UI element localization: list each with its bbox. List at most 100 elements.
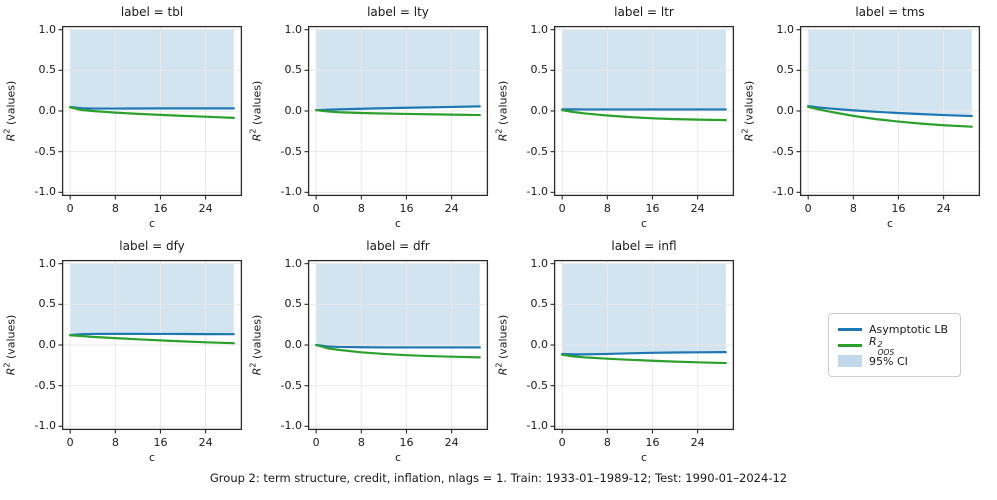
y-label-rest: (values) — [4, 314, 18, 363]
subplot-title: label = infl — [611, 239, 677, 253]
y-axis-label: R2 (values) — [249, 315, 264, 376]
y-tick-label: -1.0 — [526, 419, 548, 433]
y-tick-label: 0.5 — [530, 63, 549, 77]
subplot-title: label = tms — [855, 5, 925, 19]
x-tick-label: 24 — [444, 436, 459, 449]
x-tick-label: 24 — [936, 202, 951, 215]
x-tick-label: 16 — [399, 202, 414, 215]
subplot-tbl: label = tbl 1.0 0.5 0.0 -0.5 -1.0 0 8 16 24 R2 (va… — [0, 0, 244, 234]
y-label-rest: (values) — [4, 80, 18, 129]
y-tick-label: 1.0 — [284, 22, 303, 36]
y-label-base: R — [4, 133, 18, 142]
x-tick-label: 8 — [849, 202, 857, 215]
axes-frame — [61, 259, 243, 431]
y-label-sup: 2 — [494, 362, 504, 368]
x-axis-label: c — [640, 217, 648, 230]
y-tick-label: 1.0 — [38, 22, 57, 36]
y-label-rest: (values) — [250, 80, 264, 129]
asymptotic-lb-line — [315, 343, 481, 349]
green-line-swatch — [838, 343, 862, 347]
x-axis-label: c — [394, 217, 402, 230]
x-tick-label: 0 — [66, 436, 74, 449]
legend-label-math: R 2 OOS — [869, 334, 895, 358]
math-sup: 2 — [877, 339, 883, 349]
figure-caption: Group 2: term structure, credit, inflati… — [209, 471, 788, 485]
y-tick-label: -1.0 — [772, 185, 794, 199]
y-tick-label: -1.0 — [526, 185, 548, 199]
y-tick-label: 0.5 — [38, 63, 57, 77]
y-tick-label: 1.0 — [530, 22, 549, 36]
y-tick-label: -1.0 — [280, 419, 302, 433]
blue-line-swatch — [838, 327, 862, 331]
y-tick-label: -1.0 — [34, 185, 56, 199]
plot-area — [58, 259, 243, 434]
x-tick-label: 24 — [198, 202, 213, 215]
r2-oos-line — [69, 334, 235, 345]
axes-frame — [553, 25, 735, 197]
subplot-tms: label = tms 1.0 0.5 0.0 -0.5 -1.0 0 8 16 24 R2 (va… — [738, 0, 982, 234]
y-tick-label: 0.5 — [776, 63, 795, 77]
y-label-base: R — [496, 133, 510, 142]
x-tick-label: 24 — [690, 436, 705, 449]
y-label-sup: 2 — [2, 362, 12, 368]
y-axis-label: R2 (values) — [249, 81, 264, 142]
r2-oos-line — [807, 105, 973, 128]
x-tick-label: 8 — [111, 436, 119, 449]
subplot-title: label = tbl — [120, 5, 184, 19]
y-axis-label: R2 (values) — [3, 315, 18, 376]
asymptotic-lb-line — [561, 351, 727, 356]
y-label-sup: 2 — [2, 128, 12, 134]
x-axis-label: c — [148, 217, 156, 230]
y-tick-label: 0.0 — [284, 338, 303, 351]
asymptotic-lb-line — [69, 105, 235, 110]
x-axis-label: c — [394, 451, 402, 464]
y-label-sup: 2 — [248, 128, 258, 134]
x-tick-label: 16 — [645, 202, 660, 215]
y-tick-label: 1.0 — [530, 256, 549, 270]
ci-band — [70, 263, 234, 336]
axes-frame — [553, 259, 735, 431]
y-label-rest: (values) — [742, 80, 756, 129]
r2-oos-line — [315, 343, 481, 359]
plot-area — [304, 25, 489, 200]
y-label-rest: (values) — [250, 314, 264, 363]
y-label-base: R — [4, 367, 18, 376]
axes-frame — [307, 25, 489, 197]
math-supsub: 2 OOS — [877, 339, 895, 358]
asymptotic-lb-line — [69, 332, 235, 337]
y-tick-label: 0.0 — [38, 104, 57, 117]
legend: Asymptotic LB R 2 OOS 95% CI — [828, 313, 961, 377]
ci-band — [70, 29, 234, 109]
y-axis-label: R2 (values) — [495, 315, 510, 376]
plot-area — [796, 25, 981, 200]
y-axis-label: R2 (values) — [3, 81, 18, 142]
math-sub: OOS — [877, 348, 895, 357]
x-tick-label: 0 — [558, 436, 566, 449]
subplot-lty: label = lty 1.0 0.5 0.0 -0.5 -1.0 0 8 16 24 R2 (va… — [246, 0, 490, 234]
legend-item-r2-oos: R 2 OOS — [838, 334, 951, 358]
y-tick-label: 0.0 — [38, 338, 57, 351]
x-tick-label: 8 — [357, 436, 365, 449]
subplot-dfy: label = dfy 1.0 0.5 0.0 -0.5 -1.0 0 8 16 24 R2 (va… — [0, 234, 244, 468]
subplot-dfr: label = dfr 1.0 0.5 0.0 -0.5 -1.0 0 8 16 24 R2 (va… — [246, 234, 490, 468]
y-tick-label: 0.5 — [38, 297, 57, 311]
y-tick-label: -0.5 — [280, 144, 302, 158]
x-tick-label: 8 — [357, 202, 365, 215]
y-tick-label: -1.0 — [34, 419, 56, 433]
x-tick-label: 0 — [804, 202, 812, 215]
y-tick-label: 0.0 — [530, 338, 549, 351]
y-tick-label: -0.5 — [772, 144, 794, 158]
y-tick-label: 0.5 — [284, 63, 303, 77]
x-tick-label: 24 — [444, 202, 459, 215]
y-label-rest: (values) — [496, 80, 510, 129]
x-tick-label: 8 — [111, 202, 119, 215]
plot-area — [550, 25, 735, 200]
legend-item-asymptotic-lb: Asymptotic LB — [838, 321, 951, 337]
math-base: R — [869, 334, 877, 348]
ci-band — [316, 263, 480, 348]
y-label-sup: 2 — [494, 128, 504, 134]
y-tick-label: -0.5 — [34, 378, 56, 392]
x-tick-label: 0 — [312, 202, 320, 215]
subplot-ltr: label = ltr 1.0 0.5 0.0 -0.5 -1.0 0 8 16 24 R2 (va… — [492, 0, 736, 234]
ci-patch-swatch — [838, 355, 862, 367]
